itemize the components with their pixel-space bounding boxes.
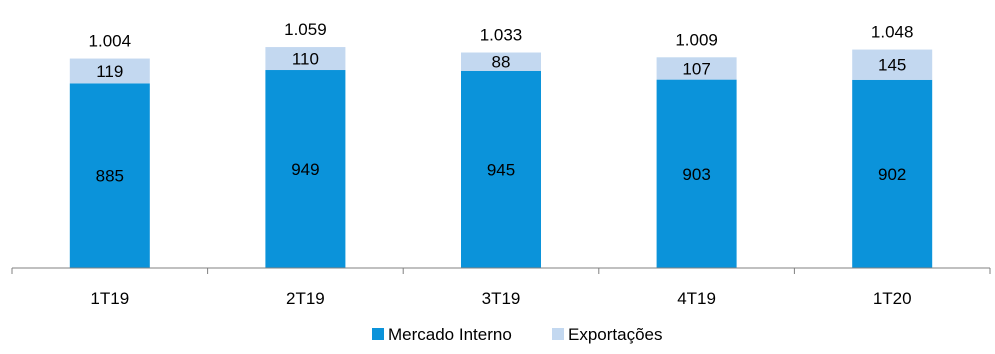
data-label-exportacoes: 145	[878, 56, 906, 75]
x-tick-label: 4T19	[677, 289, 716, 308]
bar-exportacoes-1t19	[69, 58, 150, 84]
legend-swatch-exportacoes	[552, 328, 564, 340]
legend-label-mercado-interno: Mercado Interno	[388, 325, 512, 344]
data-label-mercado-interno: 949	[291, 160, 319, 179]
x-tick-label: 3T19	[482, 289, 521, 308]
x-tick-label: 1T19	[90, 289, 129, 308]
bar-mercado-interno-3t19	[461, 70, 541, 268]
data-label-total: 1.059	[284, 20, 327, 39]
data-label-total: 1.004	[89, 32, 132, 51]
bar-mercado-interno-2t19	[265, 70, 346, 268]
x-tick-label: 2T19	[286, 289, 325, 308]
data-label-total: 1.033	[480, 25, 523, 44]
bars-layer	[69, 47, 933, 269]
x-axis: 1T19 2T19 3T19 4T19 1T20	[11, 267, 991, 308]
legend-label-exportacoes: Exportações	[568, 325, 663, 344]
legend: Mercado Interno Exportações	[372, 325, 663, 344]
legend-swatch-mercado-interno	[372, 328, 384, 340]
x-tick-label: 1T20	[873, 289, 912, 308]
data-label-mercado-interno: 885	[96, 167, 124, 186]
data-label-mercado-interno: 903	[682, 165, 710, 184]
bar-exportacoes-1t20	[852, 49, 933, 80]
bar-exportacoes-4t19	[656, 57, 737, 80]
bar-mercado-interno-1t20	[852, 79, 933, 269]
data-label-exportacoes: 119	[96, 62, 123, 81]
data-label-total: 1.048	[871, 23, 914, 42]
bar-mercado-interno-4t19	[656, 79, 737, 269]
data-label-exportacoes: 88	[492, 53, 511, 72]
data-label-mercado-interno: 902	[878, 165, 906, 184]
data-labels-layer: 885 119 1.004 949 110 1.059 945 88 1.033 903 107 1.…	[89, 20, 914, 186]
bar-mercado-interno-1t19	[69, 83, 150, 268]
bar-exportacoes-2t19	[265, 47, 346, 71]
data-label-mercado-interno: 945	[487, 160, 515, 179]
bar-exportacoes-3t19	[461, 52, 541, 71]
data-label-exportacoes: 110	[292, 50, 319, 69]
data-label-exportacoes: 107	[682, 59, 710, 78]
data-label-total: 1.009	[675, 30, 718, 49]
